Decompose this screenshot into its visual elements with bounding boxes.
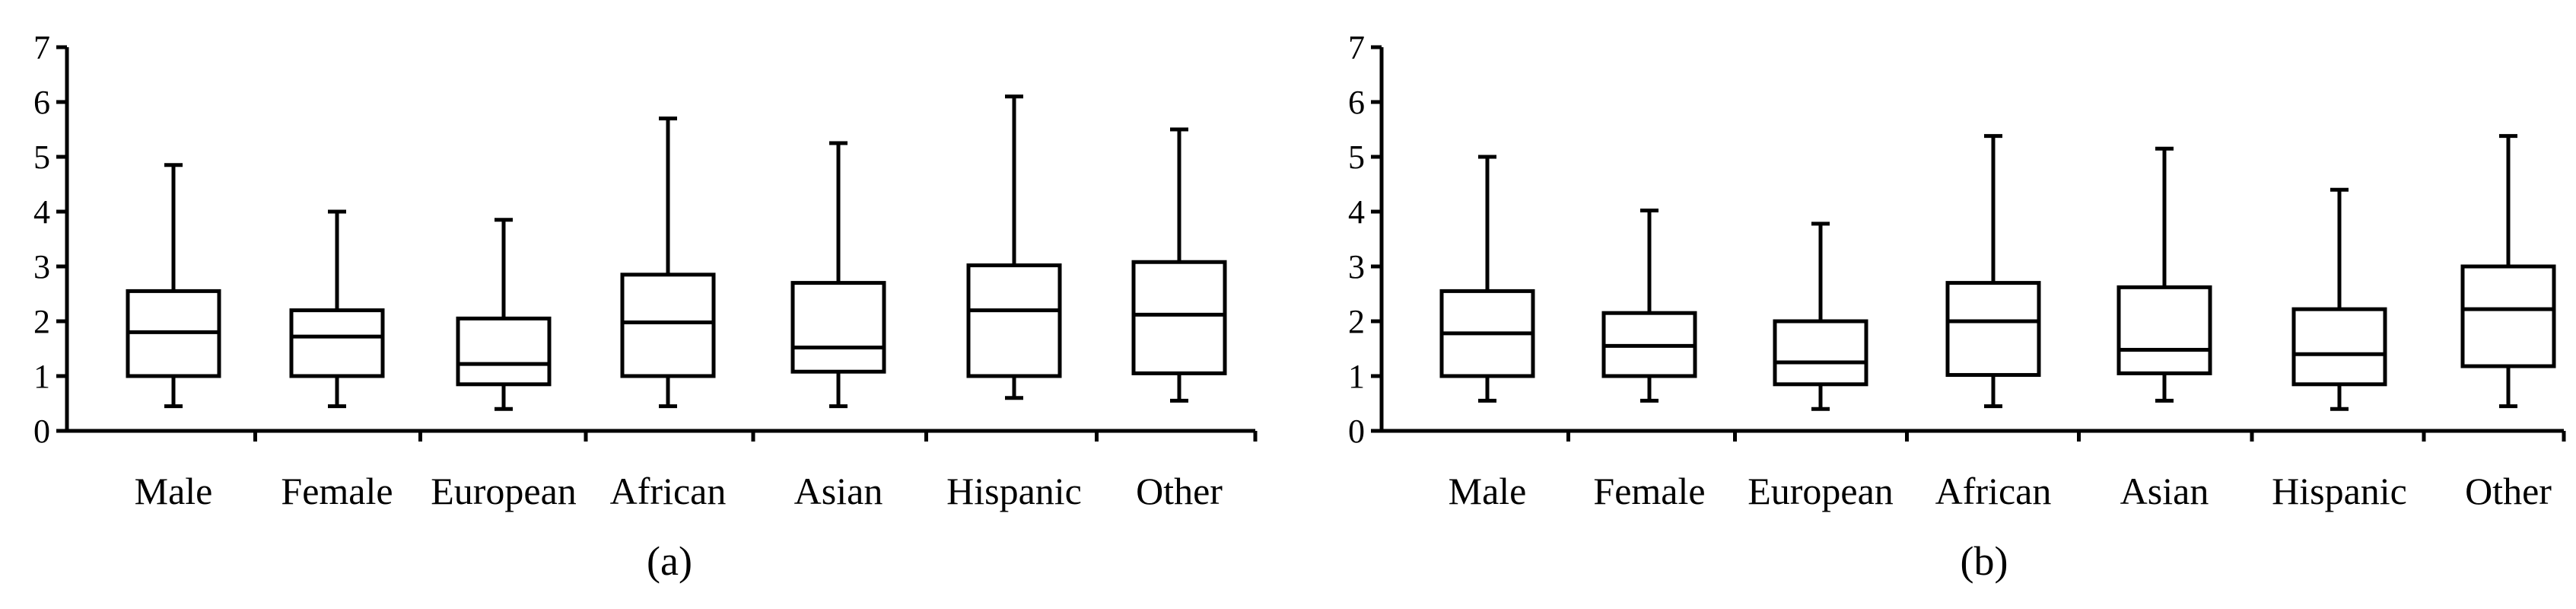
y-tick-label: 6 [1348, 84, 1365, 121]
x-category-label: Male [135, 470, 213, 512]
box-male [1439, 155, 1535, 403]
iqr-box [2291, 307, 2387, 387]
panel-a: 0 1 2 3 4 5 6 7 Male Female European African Asian Hi… [33, 29, 1258, 584]
y-tick-label: 4 [33, 193, 50, 231]
y-tick-label: 4 [1348, 193, 1365, 231]
y-tick-label: 3 [33, 248, 50, 285]
box-european [1773, 222, 1868, 411]
box-male [126, 163, 221, 409]
box-european [456, 218, 552, 411]
y-tick-label: 2 [1348, 303, 1365, 340]
box-hispanic [966, 94, 1062, 400]
iqr-box [2116, 285, 2212, 375]
y-tick-label: 3 [1348, 248, 1365, 285]
x-category-label: Hispanic [2272, 470, 2407, 512]
iqr-box [1773, 319, 1868, 387]
x-category-label: Asian [794, 470, 883, 512]
x-category-label: Asian [2120, 470, 2209, 512]
iqr-box [1131, 260, 1227, 375]
x-category-label: Female [1593, 470, 1705, 512]
box-other [2460, 134, 2556, 409]
y-tick-label: 6 [33, 84, 50, 121]
x-category-label: African [610, 470, 727, 512]
iqr-box [790, 281, 886, 374]
box-asian [790, 141, 886, 409]
iqr-box [456, 316, 552, 387]
box-african [620, 116, 716, 409]
box-african [1945, 134, 2041, 409]
iqr-box [289, 308, 385, 378]
y-tick-label: 0 [1348, 413, 1365, 450]
x-category-label: Female [281, 470, 393, 512]
y-tick-label: 7 [1348, 29, 1365, 66]
y-tick-label: 1 [33, 358, 50, 395]
box-female [1601, 209, 1697, 403]
box-hispanic [2291, 187, 2387, 411]
box-other [1131, 127, 1227, 403]
panel-b: 0 1 2 3 4 5 6 7 Male Female European African Asian Hi… [1348, 29, 2566, 584]
x-category-label: Hispanic [946, 470, 1082, 512]
box-asian [2116, 146, 2212, 403]
panel-label: (a) [647, 538, 692, 584]
y-tick-label: 0 [33, 413, 50, 450]
y-tick-label: 1 [1348, 358, 1365, 395]
box-female [289, 209, 385, 409]
x-category-label: Male [1449, 470, 1527, 512]
iqr-box [966, 263, 1062, 378]
iqr-box [1945, 281, 2041, 378]
y-tick-label: 5 [33, 139, 50, 176]
x-category-label: African [1935, 470, 2052, 512]
x-category-label: Other [2465, 470, 2552, 512]
x-category-label: European [431, 470, 577, 512]
panel-label: (b) [1961, 538, 2008, 584]
y-tick-label: 2 [33, 303, 50, 340]
iqr-box [2460, 264, 2556, 368]
x-category-label: Other [1136, 470, 1223, 512]
x-category-label: European [1748, 470, 1894, 512]
y-tick-label: 7 [33, 29, 50, 66]
y-tick-label: 5 [1348, 139, 1365, 176]
iqr-box [620, 273, 716, 378]
